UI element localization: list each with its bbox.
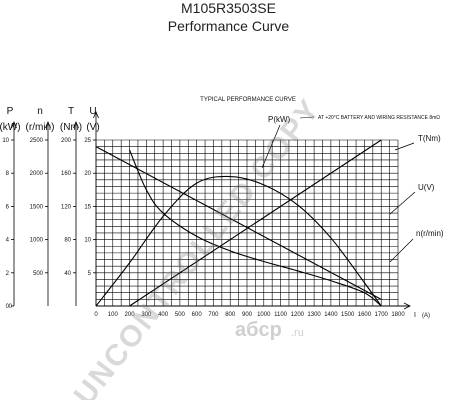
axis-arrow <box>45 120 51 129</box>
x-tick-label: 900 <box>242 312 253 318</box>
x-tick-label: 1300 <box>307 312 321 318</box>
tick-label-P: 6 <box>6 204 10 210</box>
tick-label-P: 0 <box>6 304 10 310</box>
series-label-tnm: T(Nm) <box>418 134 441 143</box>
tick-label-P: 4 <box>6 238 10 244</box>
tick-label-n: 1000 <box>30 238 44 244</box>
logo-text: aбcp <box>235 319 282 341</box>
tick-label-n: 500 <box>33 271 44 277</box>
x-tick-label: 1400 <box>324 312 338 318</box>
page-title: M105R3503SE <box>181 0 276 16</box>
logo: aбcp .ru <box>235 319 304 341</box>
tick-label-U: 20 <box>84 171 91 177</box>
axis-arrow <box>11 120 17 129</box>
x-tick-label: 0 <box>94 312 98 318</box>
tick-label-P-zero: 0 <box>9 304 13 310</box>
axis-name-U: U <box>89 106 96 117</box>
x-tick-label: 500 <box>175 312 186 318</box>
series-lines <box>95 139 382 307</box>
axis-unit-U: (V) <box>86 122 99 133</box>
tick-label-P: 8 <box>6 171 10 177</box>
x-tick-label: 100 <box>108 312 119 318</box>
x-tick-label: 600 <box>192 312 203 318</box>
x-tick-label: 800 <box>225 312 236 318</box>
x-tick-label: 1500 <box>341 312 355 318</box>
axis-name-n: n <box>37 106 43 117</box>
tick-label-U: 25 <box>84 138 91 144</box>
x-tick-label: 300 <box>141 312 152 318</box>
tick-label-n: 1500 <box>30 204 44 210</box>
tick-label-U: 5 <box>88 271 92 277</box>
x-tick-label: 200 <box>125 312 136 318</box>
series-label-pkw: P(kW) <box>268 115 291 124</box>
tick-label-n: 2000 <box>30 171 44 177</box>
tick-label-T: 200 <box>61 138 72 144</box>
tick-label-T: 80 <box>64 238 71 244</box>
series-tnm-line <box>129 139 382 307</box>
axis-unit-n: (r/min) <box>26 122 55 133</box>
x-tick-label: 1200 <box>291 312 305 318</box>
series-label-uv: U(V) <box>418 183 435 192</box>
x-tick-label: 700 <box>208 312 219 318</box>
axis-unit-P: (kW) <box>0 122 21 133</box>
x-axis-unit: (A) <box>422 313 430 319</box>
page-subtitle: Performance Curve <box>167 18 290 34</box>
series-pkw-line <box>95 175 382 307</box>
tick-label-U: 10 <box>84 238 91 244</box>
chart-title: TYPICAL PERFORMANCE CURVE <box>200 97 296 103</box>
x-tick-label: 1700 <box>375 312 389 318</box>
x-tick-label: 1100 <box>274 312 288 318</box>
series-nrmin-line <box>129 149 382 307</box>
x-axis-arrow <box>403 302 411 310</box>
x-tick-label: 1600 <box>358 312 372 318</box>
axis-unit-T: (Nm) <box>60 122 82 133</box>
tick-label-T: 120 <box>61 204 72 210</box>
tick-label-P: 10 <box>2 138 9 144</box>
axis-name-T: T <box>68 106 74 117</box>
axis-arrow <box>93 110 99 119</box>
series-uv-line <box>95 146 382 300</box>
x-tick-label: 1000 <box>257 312 271 318</box>
x-tick-label: 1800 <box>391 312 405 318</box>
axis-arrow <box>73 120 79 129</box>
series-label-nrmin-leader <box>389 238 414 263</box>
tick-label-U: 15 <box>84 204 91 210</box>
series-label-nrmin: n(r/min) <box>416 229 444 238</box>
tick-label-T: 40 <box>64 271 71 277</box>
logo-suffix: .ru <box>291 327 304 339</box>
series-label-tnm-leader <box>394 142 415 151</box>
tick-label-P: 2 <box>6 271 10 277</box>
x-tick-label: 400 <box>158 312 169 318</box>
x-axis-label: I <box>414 312 416 319</box>
tick-label-n: 2500 <box>30 138 44 144</box>
chart-labels: P(kW)0246810n(r/min)5001000150020002500T… <box>0 97 444 319</box>
series-label-uv-leader <box>389 191 416 215</box>
annotation-arrow <box>299 116 315 119</box>
tick-label-T: 160 <box>61 171 72 177</box>
axis-name-P: P <box>7 106 14 117</box>
series-label-pkw-leader <box>261 124 281 169</box>
chart-annotation: AT +20°C BATTERY AND WIRING RESISTANCE 8… <box>318 115 440 121</box>
axes <box>11 110 411 310</box>
